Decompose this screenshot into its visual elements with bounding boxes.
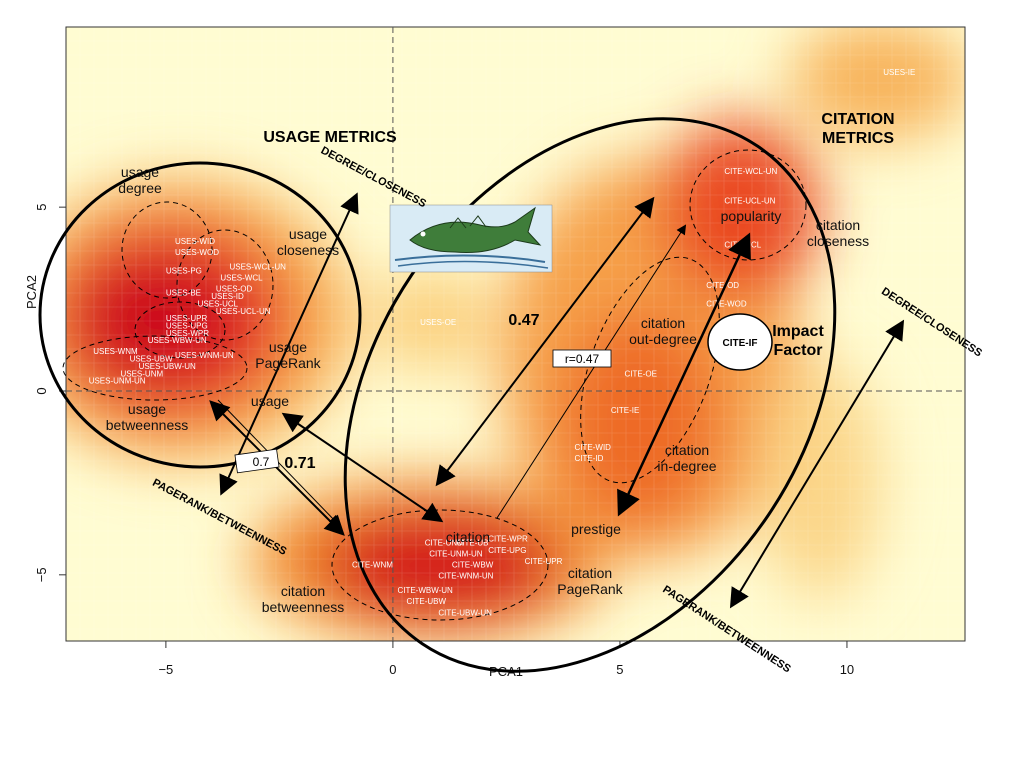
citation-metrics-title: CITATION METRICS — [821, 111, 894, 147]
data-point-label: CITE-WOD — [706, 299, 747, 308]
usage-label: usage — [251, 393, 289, 409]
cite-if-label: CITE-IF — [723, 338, 758, 349]
x-axis: −5 0 5 10 — [158, 641, 854, 677]
data-point-label: USES-UNM-UN — [89, 377, 146, 386]
data-point-label: USES-OE — [420, 318, 456, 327]
data-point-label: USES-WCL-UN — [229, 263, 286, 272]
prestige-popularity-arrow — [617, 232, 751, 517]
data-point-label: USES-WCL — [220, 274, 263, 283]
fish-image — [389, 204, 553, 273]
data-point-label: USES-WOD — [175, 248, 219, 257]
data-point-label: USES-PG — [166, 266, 202, 275]
citation-closeness-label: citation closeness — [807, 217, 869, 249]
y-tick-label: 5 — [34, 204, 49, 211]
citation-pagerank-label: citation PageRank — [557, 565, 623, 597]
data-point-label: USES-WNM — [93, 347, 138, 356]
usage-degree-label: usage degree — [118, 164, 162, 196]
data-point-label: CITE-UBW — [407, 597, 447, 606]
usage-pagerank-label: usage PageRank — [255, 339, 321, 371]
cite-if-marker: CITE-IF — [707, 313, 773, 371]
usage-betweenness-label: usage betweenness — [106, 401, 189, 433]
usage-closeness-label: usage closeness — [277, 226, 339, 258]
data-point-label: CITE-UPG — [488, 546, 526, 555]
citation-degree-closeness-arrow — [729, 319, 905, 609]
reference-lines — [66, 27, 965, 641]
data-point-label: CITE-UNM — [425, 538, 464, 547]
correlation-boxes: r=0.47 0.7 — [234, 349, 612, 474]
x-tick-label: 10 — [840, 662, 854, 677]
usage-betweenness-citation-arrow — [209, 400, 345, 536]
data-point-label: CITE-WID — [575, 443, 612, 452]
y-axis: −5 0 5 — [34, 204, 66, 582]
prestige-label: prestige — [571, 521, 621, 537]
data-point-label: USES-BE — [166, 288, 201, 297]
plot-frame — [65, 26, 966, 642]
y-tick-label: 0 — [34, 387, 49, 394]
data-point-label: CITE-WBW — [452, 560, 494, 569]
x-tick-label: 5 — [616, 662, 623, 677]
citation-betweenness-outline — [331, 509, 549, 621]
popularity-label: popularity — [721, 208, 782, 224]
data-point-label: USES-WPR — [166, 329, 209, 338]
data-point-label: CITE-WNM-UN — [438, 571, 493, 580]
x-tick-label: 0 — [389, 662, 396, 677]
corr-071-label: 0.71 — [284, 455, 315, 472]
impact-factor-label: Impact Factor — [772, 323, 824, 359]
data-point-label: USES-UBW-UN — [139, 362, 196, 371]
data-point-label: USES-WBW-UN — [148, 336, 207, 345]
data-point-label: USES-UPR — [166, 314, 208, 323]
usage-metrics-title: USAGE METRICS — [263, 129, 397, 146]
citation-popularity-outline — [689, 149, 807, 261]
data-point-label: USES-WID — [175, 237, 215, 246]
data-point-label: CITE-UPR — [525, 557, 563, 566]
usage-metrics-outline — [38, 161, 362, 469]
corr-071-partial-label: 0.7 — [253, 455, 270, 469]
data-point-label: CITE-UBW-UN — [438, 608, 492, 617]
usage-degree-outline — [121, 201, 213, 299]
data-point-label: USES-IE — [883, 68, 915, 77]
data-point-label: CITE-WNM — [352, 560, 393, 569]
y-tick-label: −5 — [34, 567, 49, 582]
data-point-label: CITE-UB — [456, 538, 488, 547]
citation-in-degree-label: citation in-degree — [657, 442, 716, 474]
data-point-label: CITE-WBW-UN — [397, 586, 453, 595]
r047-label: r=0.47 — [565, 352, 600, 366]
citation-label: citation — [446, 529, 490, 545]
data-point-label: CITE-OE — [624, 369, 656, 378]
corr-047-label: 0.47 — [508, 312, 539, 329]
data-point-label: USES-UCL-UN — [216, 307, 271, 316]
data-point-label: CITE-ID — [575, 454, 604, 463]
data-point-label: USES-UBW — [130, 355, 174, 364]
x-tick-label: −5 — [158, 662, 173, 677]
data-point-label: CITE-UCL-UN — [724, 196, 775, 205]
data-point-label: CITE-IE — [611, 406, 639, 415]
data-point-label: USES-UCL — [198, 299, 239, 308]
data-point-label: CITE-WCL-UN — [724, 167, 777, 176]
data-point-label: CITE-UNM-UN — [429, 549, 483, 558]
data-point-label: USES-UPG — [166, 321, 208, 330]
data-point-label: USES-WNM-UN — [175, 351, 234, 360]
data-point-label: USES-UNM — [120, 369, 163, 378]
y-axis-label: PCA2 — [24, 275, 39, 309]
citation-047-arrow — [435, 196, 655, 487]
citation-betweenness-label: citation betweenness — [262, 583, 345, 615]
data-point-label: CITE-WPR — [488, 535, 528, 544]
citation-out-degree-label: citation out-degree — [629, 315, 697, 347]
